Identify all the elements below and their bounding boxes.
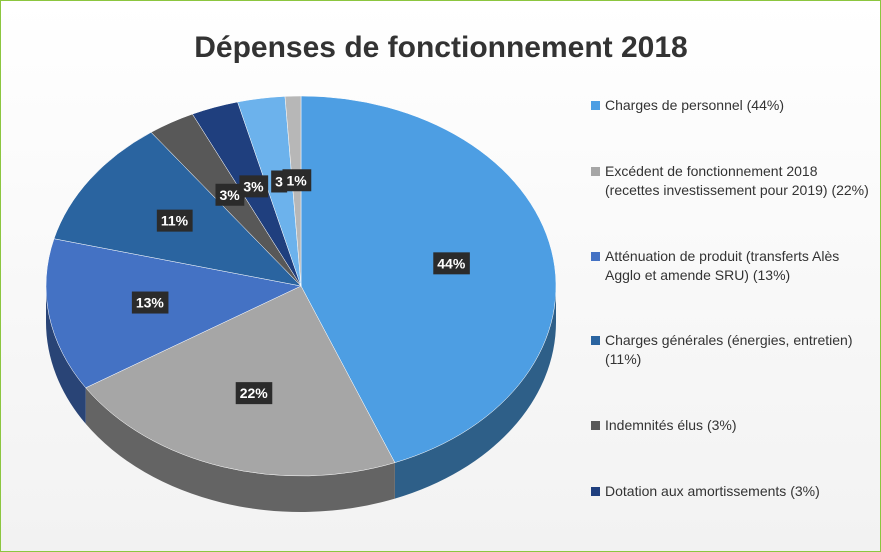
legend-label: Charges de personnel (44%) xyxy=(605,97,784,113)
legend-label: Atténuation de produit (transferts Alès … xyxy=(605,247,840,283)
chart-title: Dépenses de fonctionnement 2018 xyxy=(194,31,687,64)
legend-item: Dotation aux amortissements (3%) xyxy=(591,482,871,501)
value-label-bg xyxy=(239,175,269,198)
value-label: 11% xyxy=(161,213,189,229)
value-label-bg xyxy=(215,183,245,206)
value-label: 22% xyxy=(240,385,269,401)
value-label: 3 xyxy=(275,173,283,189)
legend-swatch xyxy=(591,101,600,110)
value-label: 13% xyxy=(136,295,165,311)
legend-swatch xyxy=(591,421,600,431)
legend-item: Charges générales (énergies, entretien) … xyxy=(591,331,871,369)
slice xyxy=(45,238,302,389)
value-label: 3% xyxy=(219,187,240,203)
legend-swatch xyxy=(591,486,600,496)
legend-label: Indemnités élus (3%) xyxy=(605,417,737,434)
legend-swatch xyxy=(591,336,600,346)
legend-swatch xyxy=(591,251,600,261)
slice-side xyxy=(46,286,86,424)
slice xyxy=(53,131,302,287)
value-label: 44% xyxy=(437,255,466,271)
legend-item: Excédent de fonctionnement 2018 (recette… xyxy=(591,162,871,200)
value-label: 1% xyxy=(286,172,307,188)
value-label-group: 22% xyxy=(235,382,273,405)
value-label-bg xyxy=(131,291,169,314)
value-label-group: 44% xyxy=(433,252,470,275)
legend-label: Dotation aux amortissements (3%) xyxy=(605,482,820,499)
legend: Charges de personnel (44%) Excédent de fo… xyxy=(591,96,871,501)
slice-side xyxy=(394,286,556,499)
slice xyxy=(85,285,396,477)
value-label-group: 11% xyxy=(156,209,193,232)
legend-label: Charges générales (énergies, entretien) … xyxy=(605,332,853,368)
legend-item: Atténuation de produit (transferts Alès … xyxy=(591,247,871,285)
legend-item: Indemnités élus (3%) xyxy=(591,416,871,435)
value-label-group: 3% xyxy=(239,175,269,198)
value-label-group: 3% xyxy=(215,183,245,206)
value-label-bg xyxy=(156,209,193,232)
legend-swatch xyxy=(591,166,600,176)
value-label-group: 1% xyxy=(282,169,312,192)
value-label: 3% xyxy=(243,178,264,194)
value-label-bg xyxy=(282,169,312,192)
value-label-bg xyxy=(235,382,273,405)
slice-side xyxy=(85,387,395,512)
slice xyxy=(300,95,557,463)
value-label-group: 13% xyxy=(131,291,169,314)
legend-item: Charges de personnel (44%) xyxy=(591,96,871,115)
value-label-bg xyxy=(433,252,470,275)
legend-label: Excédent de fonctionnement 2018 (recette… xyxy=(605,162,869,198)
